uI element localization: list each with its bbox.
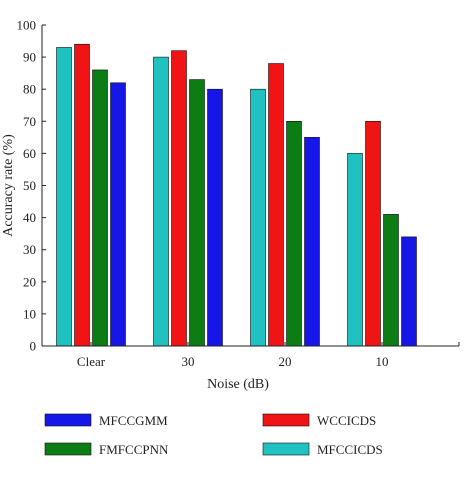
bar-wccicds-20 bbox=[268, 63, 284, 347]
y-tick-label: 0 bbox=[30, 339, 37, 354]
legend-swatch-fmfccpnn bbox=[44, 442, 92, 456]
bar-fmfccpnn-10 bbox=[383, 214, 399, 347]
y-tick-label: 80 bbox=[23, 82, 36, 97]
bar-mfccgmm-30 bbox=[207, 88, 223, 347]
bar-fmfccpnn-clear bbox=[92, 69, 108, 347]
y-axis-label: Accuracy rate (%) bbox=[1, 134, 16, 237]
y-tick-label: 70 bbox=[23, 114, 36, 129]
y-tick-label: 30 bbox=[23, 242, 36, 257]
bar-mfccgmm-20 bbox=[304, 137, 320, 347]
legend-swatch-wccicds bbox=[262, 413, 310, 427]
bar-fmfccpnn-20 bbox=[286, 121, 302, 347]
legend-label-wccicds: WCCICDS bbox=[317, 413, 376, 428]
y-tick-label: 40 bbox=[23, 210, 36, 225]
x-tick-label: 30 bbox=[182, 354, 195, 369]
x-tick-label: Clear bbox=[77, 354, 106, 369]
bar-mfccicds-30 bbox=[153, 56, 169, 347]
bar-fmfccpnn-30 bbox=[189, 79, 205, 347]
bar-wccicds-clear bbox=[74, 43, 90, 347]
bar-mfccicds-10 bbox=[347, 153, 363, 347]
y-tick-label: 100 bbox=[17, 18, 37, 33]
bar-mfccicds-20 bbox=[250, 88, 266, 347]
legend-label-fmfccpnn: FMFCCPNN bbox=[99, 442, 169, 457]
legend-swatch-mfccicds bbox=[262, 442, 310, 456]
legend-label-mfccicds: MFCCICDS bbox=[317, 442, 383, 457]
bar-mfccgmm-clear bbox=[110, 82, 126, 347]
bar-wccicds-30 bbox=[171, 50, 187, 347]
x-tick-label: 10 bbox=[376, 354, 389, 369]
x-ticks-group: Clear 30 20 10 bbox=[77, 342, 460, 369]
legend: MFCCGMM WCCICDS FMFCCPNN MFCCICDS bbox=[44, 413, 383, 457]
x-tick-label: 20 bbox=[279, 354, 292, 369]
y-tick-label: 90 bbox=[23, 50, 36, 65]
y-tick-label: 10 bbox=[23, 306, 36, 321]
bar-wccicds-10 bbox=[365, 121, 381, 347]
y-ticks-group: 0 10 20 30 40 50 60 70 80 90 100 bbox=[17, 18, 46, 354]
bars-group bbox=[56, 43, 417, 347]
legend-swatch-mfccgmm bbox=[44, 413, 92, 427]
x-axis-label: Noise (dB) bbox=[207, 377, 269, 392]
bar-mfccgmm-10 bbox=[401, 236, 417, 347]
y-tick-label: 20 bbox=[23, 274, 36, 289]
legend-label-mfccgmm: MFCCGMM bbox=[99, 413, 168, 428]
y-tick-label: 50 bbox=[23, 178, 36, 193]
y-tick-label: 60 bbox=[23, 146, 36, 161]
bar-mfccicds-clear bbox=[56, 47, 72, 347]
